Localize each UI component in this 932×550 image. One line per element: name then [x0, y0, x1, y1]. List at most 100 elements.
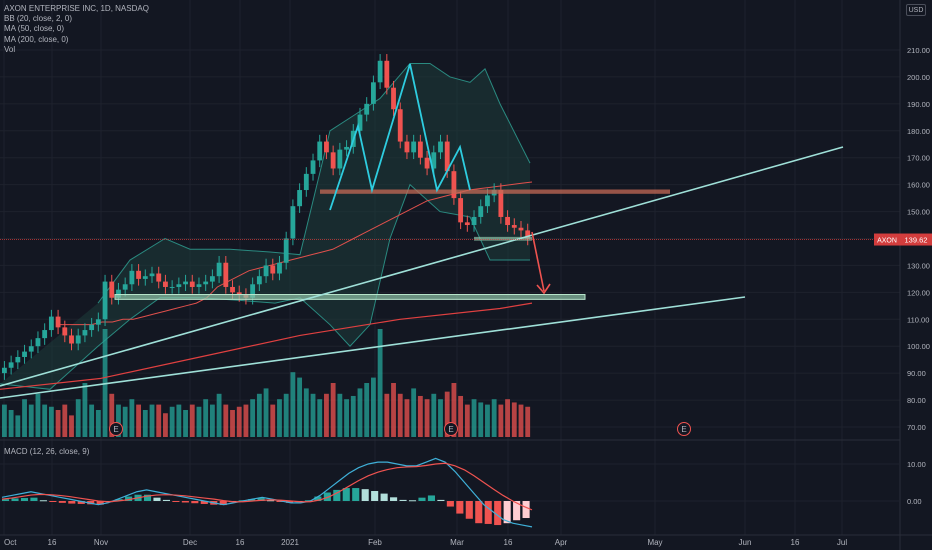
volume-bar [404, 399, 410, 437]
price-axis-label: 200.00 [907, 73, 930, 82]
volume-bar [209, 404, 215, 437]
bb-legend: BB (20, close, 2, 0) [4, 14, 73, 24]
volume-bar [283, 393, 289, 437]
candle-body [438, 141, 443, 153]
volume-bar [317, 399, 323, 437]
volume-bar [277, 399, 282, 437]
volume-bar [116, 404, 121, 437]
candle-body [391, 87, 396, 110]
macd-histogram-bar [267, 500, 275, 502]
volume-bar [397, 393, 403, 437]
candle-body [270, 265, 276, 274]
volume-bar [250, 399, 256, 437]
volume-bar [384, 393, 390, 437]
projection-arrowhead [536, 283, 551, 295]
ma200-line [0, 302, 533, 390]
macd-histogram-bar [437, 499, 445, 501]
volume-bar [451, 383, 457, 437]
volume-bar [42, 404, 48, 437]
price-tag-value-box [900, 233, 932, 246]
price-axis-label: 170.00 [907, 154, 930, 163]
candle-body [122, 284, 128, 290]
ma50-legend: MA (50, close, 0) [4, 24, 65, 34]
macd-histogram-bar [58, 501, 66, 503]
volume-bar [169, 406, 175, 437]
volume-bar [505, 399, 510, 437]
candle-body [330, 152, 336, 169]
bollinger-upper-line [97, 62, 531, 304]
volume-bar [149, 404, 155, 437]
price-axis-label: 120.00 [907, 288, 930, 297]
support-zone [114, 294, 586, 300]
volume-bar [163, 413, 168, 437]
candle-body [102, 281, 108, 320]
time-axis-label: Feb [368, 538, 382, 547]
candle-body [55, 316, 61, 328]
candle-body [404, 141, 410, 153]
macd-signal-line [1, 462, 533, 511]
volume-bar [82, 383, 88, 437]
volume-bar [518, 404, 524, 437]
candle-body [344, 146, 349, 150]
candle-body [458, 198, 464, 223]
macd-histogram-bar [418, 497, 426, 501]
candle-body [518, 227, 524, 231]
time-axis-label: Nov [94, 538, 108, 547]
candle-body [384, 60, 390, 88]
volume-bar [15, 415, 21, 437]
volume-bar [196, 406, 202, 437]
macd-histogram-bar [475, 501, 483, 524]
price-axis-label: 90.00 [907, 369, 926, 378]
volume-bar [310, 393, 316, 437]
candle-body [444, 141, 450, 172]
candle-body [142, 276, 148, 279]
candle-body [116, 289, 121, 298]
macd-histogram-bar [484, 501, 492, 524]
volume-bar [411, 388, 417, 437]
candle-body [250, 284, 256, 298]
volume-bar [485, 404, 490, 437]
macd-histogram-bar [285, 501, 294, 503]
volume-bar [324, 393, 329, 437]
indicator-legend: AXON ENTERPRISE INC, 1D, NASDAQ BB (20, … [4, 4, 149, 55]
volume-bar [129, 399, 135, 437]
time-axis-label: May [647, 538, 662, 547]
earnings-marker-circle [677, 422, 691, 436]
candle-body [310, 160, 316, 174]
macd-histogram-bar [371, 491, 379, 501]
earnings-marker-circle [444, 422, 458, 436]
macd-histogram-bar [96, 501, 104, 505]
macd-histogram-bar [333, 489, 341, 501]
candle-body [431, 152, 437, 169]
currency-label[interactable]: USD [906, 4, 926, 16]
candle-body [223, 262, 229, 287]
macd-histogram-bar [68, 501, 76, 504]
volume-bar [330, 383, 336, 437]
volume-bar [344, 399, 349, 437]
volume-bar [337, 393, 343, 437]
volume-bar [256, 393, 262, 437]
candle-body [303, 173, 309, 191]
macd-histogram-bar [191, 501, 199, 504]
volume-bar [203, 399, 209, 437]
volume-bar [122, 406, 128, 437]
volume-bar [290, 372, 296, 437]
volume-bar [525, 406, 531, 437]
candle-body [337, 149, 343, 169]
volume-bar [243, 404, 249, 437]
candle-body [498, 190, 504, 217]
volume-bar [216, 393, 222, 437]
candle-body [15, 356, 21, 363]
candle-body [129, 270, 135, 285]
candle-body [230, 286, 235, 293]
volume-bar [438, 399, 443, 437]
volume-bar [491, 399, 497, 437]
candle-body [196, 284, 202, 287]
macd-histogram-bar [513, 501, 521, 521]
macd-histogram-bar [399, 499, 407, 501]
candle-body [82, 330, 88, 336]
volume-bar [189, 404, 195, 437]
volume-bar [511, 402, 517, 437]
volume-bar [230, 410, 235, 437]
